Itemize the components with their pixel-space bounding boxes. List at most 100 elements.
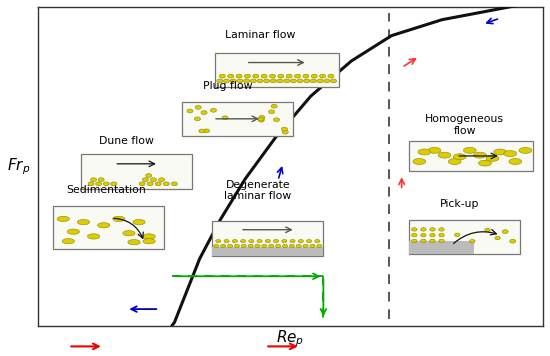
Circle shape [303,74,309,78]
Circle shape [315,240,320,243]
Circle shape [211,108,217,112]
Circle shape [240,240,246,243]
Circle shape [103,182,109,186]
Circle shape [244,79,250,83]
Circle shape [502,230,508,234]
Circle shape [430,239,435,242]
Circle shape [273,240,279,243]
Circle shape [298,240,304,243]
Circle shape [454,233,460,236]
Ellipse shape [453,154,466,160]
Circle shape [232,240,238,243]
Circle shape [98,178,104,182]
Circle shape [151,178,157,182]
Circle shape [331,79,337,83]
Ellipse shape [509,158,521,164]
Circle shape [268,110,274,114]
Circle shape [320,74,326,78]
Circle shape [217,79,223,83]
Text: Pick-up: Pick-up [440,199,480,209]
Circle shape [311,74,317,78]
Circle shape [234,244,239,247]
Bar [53,206,164,249]
Circle shape [411,228,417,231]
Bar [212,221,323,256]
Text: Dune flow: Dune flow [99,136,154,146]
Circle shape [411,234,417,237]
Circle shape [282,130,288,134]
Ellipse shape [464,147,476,153]
Circle shape [297,79,303,83]
Text: Homogeneous
flow: Homogeneous flow [425,114,504,136]
Circle shape [284,79,290,83]
Ellipse shape [78,219,90,225]
Circle shape [282,244,288,247]
Circle shape [228,244,233,247]
Y-axis label: $Fr_p$: $Fr_p$ [7,156,30,177]
Circle shape [147,182,153,186]
Circle shape [276,244,280,247]
Circle shape [286,74,292,78]
Circle shape [430,234,435,237]
Circle shape [194,117,201,121]
Circle shape [96,182,102,186]
Circle shape [317,244,322,247]
Circle shape [430,228,435,231]
Circle shape [289,244,294,247]
Bar [81,154,192,189]
Circle shape [195,105,201,109]
Ellipse shape [133,219,145,225]
Ellipse shape [474,152,486,158]
Circle shape [421,239,426,242]
Circle shape [91,178,97,182]
Circle shape [219,74,226,78]
Circle shape [139,182,145,186]
Text: Sedimentation: Sedimentation [67,185,146,195]
Ellipse shape [67,229,80,234]
Circle shape [261,74,267,78]
Circle shape [306,240,312,243]
Circle shape [163,182,169,186]
Ellipse shape [123,231,135,236]
Circle shape [249,240,254,243]
Circle shape [277,79,283,83]
Circle shape [224,240,229,243]
Circle shape [310,79,316,83]
Ellipse shape [413,158,426,164]
Circle shape [253,74,259,78]
Ellipse shape [143,234,155,239]
X-axis label: $Re_p$: $Re_p$ [277,329,305,349]
Circle shape [421,234,426,237]
Circle shape [495,236,500,240]
Circle shape [255,244,260,247]
Circle shape [201,111,207,115]
Circle shape [265,240,271,243]
Text: Laminar flow: Laminar flow [225,30,295,41]
Circle shape [258,117,264,121]
Ellipse shape [428,147,441,153]
Ellipse shape [143,239,155,244]
Circle shape [290,240,295,243]
Circle shape [250,79,256,83]
Circle shape [248,244,253,247]
Circle shape [155,182,161,186]
Circle shape [230,79,236,83]
Text: Plug flow: Plug flow [202,82,252,91]
Circle shape [244,74,250,78]
Circle shape [216,240,221,243]
Circle shape [187,109,193,113]
Circle shape [294,74,300,78]
Circle shape [439,228,444,231]
Circle shape [172,182,178,186]
Circle shape [271,104,277,108]
Circle shape [270,74,276,78]
Circle shape [510,239,516,243]
Circle shape [485,228,490,232]
Circle shape [270,79,276,83]
Circle shape [257,240,262,243]
Circle shape [204,129,210,133]
Ellipse shape [62,239,74,244]
Circle shape [221,244,225,247]
Bar [409,220,520,254]
Circle shape [199,129,205,133]
